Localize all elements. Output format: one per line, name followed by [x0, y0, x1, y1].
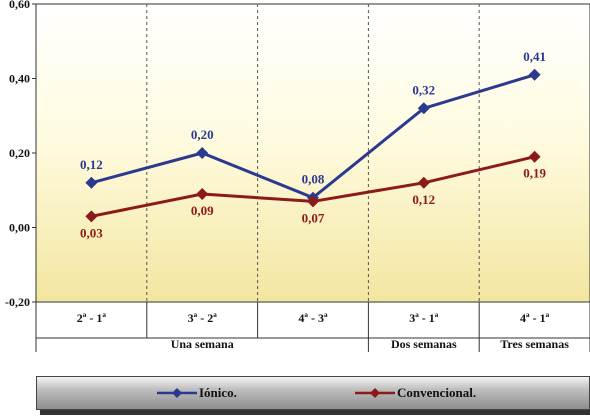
y-tick-label: 0,00	[9, 221, 30, 235]
legend-item-ionico: Iónico.	[157, 385, 237, 401]
category-label: 2ª - 1ª	[77, 311, 107, 325]
category-label: 3ª - 2ª	[188, 311, 218, 325]
axes	[32, 3, 590, 352]
data-point	[85, 210, 98, 223]
legend-label-ionico: Iónico.	[199, 385, 237, 400]
data-point	[196, 147, 209, 159]
group-label: Tres semanas	[500, 337, 569, 351]
data-label: 0,09	[191, 203, 214, 218]
y-tick-labels: -0,20 0,00 0,20 0,40 0,60	[5, 0, 30, 309]
data-point	[196, 187, 209, 200]
y-tick-label: 0,60	[9, 0, 30, 11]
data-point	[417, 176, 430, 189]
data-point	[528, 68, 541, 81]
data-label: 0,12	[80, 157, 103, 172]
data-label: 0,19	[523, 166, 546, 181]
data-point	[528, 150, 541, 163]
legend-label-convencional: Convencional.	[397, 385, 477, 400]
data-label: 0,07	[302, 210, 325, 225]
legend-line-icon	[355, 388, 395, 398]
group-label: Dos semanas	[391, 337, 457, 351]
y-tick-label: 0,20	[9, 146, 30, 160]
data-label: 0,20	[191, 127, 214, 142]
plot-area	[35, 3, 590, 303]
category-labels: 2ª - 1ª 3ª - 2ª 4ª - 3ª 3ª - 1ª 4ª - 1ª Una s…	[77, 311, 569, 351]
data-label: 0,03	[80, 225, 103, 240]
data-labels: 0,12 0,20 0,08 0,32 0,41 0,03 0,09 0,07 0,12 0,19	[80, 49, 546, 241]
data-point	[307, 195, 319, 208]
y-tick-label: 0,40	[9, 72, 30, 86]
legend-item-convencional: Convencional.	[355, 385, 476, 401]
category-label: 4ª - 3ª	[298, 311, 328, 325]
data-label: 0,41	[523, 49, 546, 64]
data-label: 0,08	[302, 172, 325, 187]
y-tick-label: -0,20	[5, 295, 30, 309]
group-label: Una semana	[171, 337, 234, 351]
data-label: 0,12	[412, 192, 435, 207]
series-layer	[85, 68, 541, 223]
data-point	[85, 176, 98, 189]
category-label: 4ª - 1ª	[520, 311, 550, 325]
grid-lines	[146, 4, 480, 302]
category-label: 3ª - 1ª	[409, 311, 439, 325]
legend: Iónico. Convencional.	[36, 376, 590, 410]
legend-line-icon	[157, 388, 197, 398]
data-label: 0,32	[412, 82, 435, 97]
data-point	[417, 102, 430, 115]
